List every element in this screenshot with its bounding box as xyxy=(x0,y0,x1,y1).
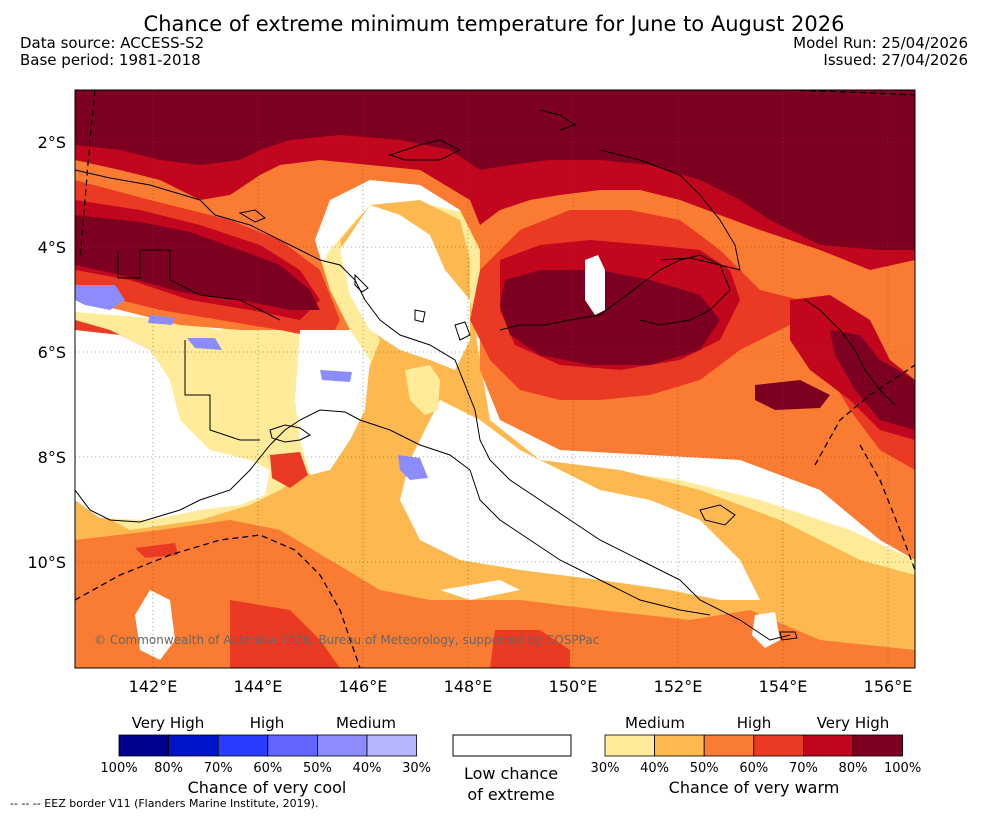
lon-labels: 142°E 144°E 146°E 148°E 150°E 152°E 154°… xyxy=(129,677,913,696)
lat-labels: 2°S 4°S 6°S 8°S 10°S xyxy=(27,133,66,572)
lon-label: 142°E xyxy=(129,677,178,696)
legend-cool-tick: 60% xyxy=(253,761,282,776)
legend-warm-swatch xyxy=(753,734,804,757)
legend-cool-header: Very High xyxy=(132,714,205,732)
legend-warm-tick: 60% xyxy=(739,761,768,776)
legend-cool-swatch xyxy=(168,734,219,757)
legend-warm-swatch xyxy=(852,734,903,757)
legend-warm-caption: Chance of very warm xyxy=(669,778,840,797)
model-run: Model Run: 25/04/2026 xyxy=(793,34,968,52)
lat-label: 6°S xyxy=(38,343,66,362)
lon-label: 144°E xyxy=(234,677,283,696)
map-title: Chance of extreme minimum temperature fo… xyxy=(143,12,845,36)
lat-label: 4°S xyxy=(38,238,66,257)
legend-cool-swatch xyxy=(217,734,269,757)
legend-cool-tick: 30% xyxy=(402,761,431,776)
legend-cool-tick: 80% xyxy=(154,761,183,776)
legend-warm-tick: 40% xyxy=(640,761,669,776)
legend-warm-header: Medium xyxy=(625,714,685,732)
legend-warm: Medium High Very High 30% 40% 50% 60% 70% 80%… xyxy=(591,714,922,797)
legend-warm-tick: 70% xyxy=(789,761,818,776)
lon-label: 150°E xyxy=(549,677,598,696)
legend-warm-swatch xyxy=(604,734,655,757)
legend-warm-tick: 50% xyxy=(690,761,719,776)
legend-low-caption-1: Low chance xyxy=(464,764,558,783)
legend-cool: Very High High Medium 100% 80% 70% 60% 50% 40… xyxy=(100,714,431,797)
legend-warm-swatch xyxy=(803,734,854,757)
legend-cool-swatch xyxy=(316,734,368,757)
legend-low-chance: Low chance of extreme xyxy=(452,734,572,804)
legend-cool-tick: 100% xyxy=(100,761,137,776)
legend-cool-header: High xyxy=(250,714,284,732)
eez-borders xyxy=(75,90,915,668)
legend-warm-tick: 30% xyxy=(591,761,620,776)
lon-label: 146°E xyxy=(339,677,388,696)
legend-cool-tick: 50% xyxy=(303,761,332,776)
legend-cool-swatch xyxy=(366,734,417,757)
meta-right: Model Run: 25/04/2026 Issued: 27/04/2026 xyxy=(793,35,968,69)
lon-label: 148°E xyxy=(444,677,493,696)
legend-cool-header: Medium xyxy=(336,714,396,732)
coastlines xyxy=(75,109,896,641)
legend-cool-tick: 40% xyxy=(353,761,382,776)
lat-label: 8°S xyxy=(38,448,66,467)
lon-label: 152°E xyxy=(654,677,703,696)
legend-warm-tick: 80% xyxy=(839,761,868,776)
legend-cool-tick: 70% xyxy=(204,761,233,776)
copyright-notice: © Commonwealth of Australia 2026, Bureau… xyxy=(94,633,600,647)
legend-warm-header: Very High xyxy=(817,714,890,732)
legend-warm-swatch xyxy=(654,734,705,757)
base-period: Base period: 1981-2018 xyxy=(20,51,201,69)
map-frame xyxy=(74,89,916,669)
lon-label: 156°E xyxy=(864,677,913,696)
map-gridlines xyxy=(75,90,915,668)
legend-cool-swatch xyxy=(118,734,169,757)
probability-field xyxy=(75,90,915,668)
issued-date: Issued: 27/04/2026 xyxy=(823,51,968,69)
lon-label: 154°E xyxy=(759,677,808,696)
legend-low-swatch xyxy=(452,734,572,757)
legend-cool-caption: Chance of very cool xyxy=(188,778,347,797)
legend-warm-swatch xyxy=(703,734,755,757)
legend-cool-swatch xyxy=(267,734,318,757)
lat-label: 10°S xyxy=(27,553,66,572)
legend-low-caption-2: of extreme xyxy=(467,785,554,804)
data-source: Data source: ACCESS-S2 xyxy=(20,34,205,52)
lat-label: 2°S xyxy=(38,133,66,152)
meta-left: Data source: ACCESS-S2 Base period: 1981… xyxy=(20,35,204,69)
eez-border-note: -- -- -- EEZ border V11 (Flanders Marine… xyxy=(10,797,319,810)
legend-warm-tick: 100% xyxy=(884,761,921,776)
legend-warm-header: High xyxy=(737,714,771,732)
